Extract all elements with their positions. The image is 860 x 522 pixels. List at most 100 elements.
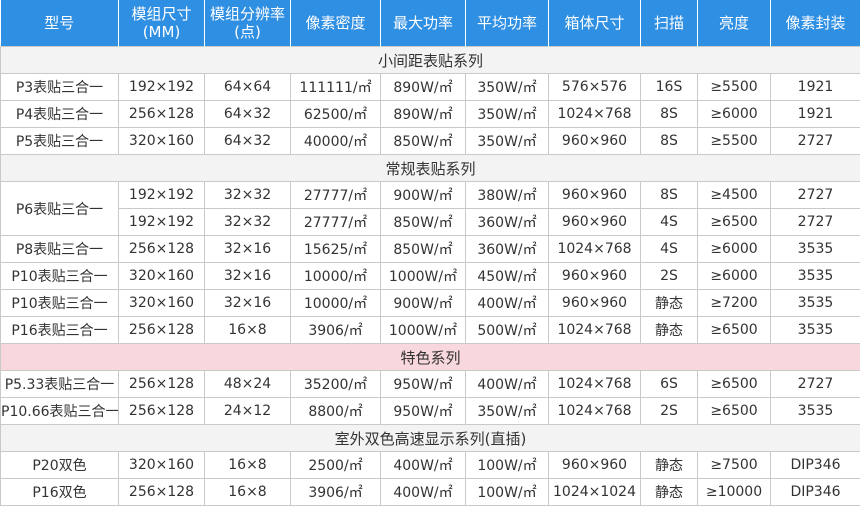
- data-cell: 3535: [770, 262, 860, 290]
- data-cell: 100W/㎡: [465, 478, 549, 506]
- data-cell: 8S: [640, 181, 698, 209]
- data-cell: 960×960: [548, 127, 641, 155]
- data-row: P20双色 320×160 16×8 2500/㎡ 400W/㎡ 100W/㎡ 960×96…: [0, 451, 860, 479]
- data-cell: 静态: [640, 451, 698, 479]
- data-cell: 1024×768: [548, 100, 641, 128]
- data-cell: 256×128: [118, 370, 205, 398]
- data-cell: 256×128: [118, 316, 205, 344]
- data-cell: 2500/㎡: [290, 451, 381, 479]
- data-cell: 3535: [770, 235, 860, 263]
- data-cell: 8S: [640, 100, 698, 128]
- data-cell: 27777/㎡: [290, 208, 381, 236]
- data-cell: 4S: [640, 208, 698, 236]
- data-cell: 1921: [770, 100, 860, 128]
- data-cell: ≥10000: [697, 478, 771, 506]
- spec-table: 型号 模组尺寸 (MM) 模组分辨率 (点) 像素密度 最大功率 平均功率 箱体尺寸 扫描 亮度…: [0, 0, 860, 506]
- data-cell: 256×128: [118, 235, 205, 263]
- data-cell: 890W/㎡: [380, 73, 466, 101]
- model-cell: P16双色: [0, 478, 119, 506]
- data-cell: DIP346: [770, 451, 860, 479]
- data-row: P16表贴三合一 256×128 16×8 3906/㎡ 1000W/㎡ 500W/㎡ 10…: [0, 316, 860, 344]
- data-cell: 10000/㎡: [290, 262, 381, 290]
- data-cell: 32×16: [204, 235, 291, 263]
- data-cell: 350W/㎡: [465, 100, 549, 128]
- data-cell: 450W/㎡: [465, 262, 549, 290]
- data-cell: 850W/㎡: [380, 235, 466, 263]
- model-cell: P10表贴三合一: [0, 262, 119, 290]
- data-cell: 3906/㎡: [290, 478, 381, 506]
- header-cell: 平均功率: [465, 0, 549, 47]
- data-cell: 2S: [640, 262, 698, 290]
- data-cell: 850W/㎡: [380, 208, 466, 236]
- data-cell: ≥6000: [697, 235, 771, 263]
- data-cell: 1024×768: [548, 316, 641, 344]
- data-cell: 2727: [770, 181, 860, 209]
- data-cell: 16×8: [204, 451, 291, 479]
- data-row: P10.66表贴三合一 256×128 24×12 8800/㎡ 950W/㎡ 350W/…: [0, 397, 860, 425]
- header-cell: 模组分辨率 (点): [204, 0, 291, 47]
- model-cell: P10.66表贴三合一: [0, 397, 119, 425]
- section-row: 常规表贴系列: [0, 154, 860, 182]
- data-row: P3表贴三合一 192×192 64×64 111111/㎡ 890W/㎡ 350W/㎡ 5…: [0, 73, 860, 101]
- data-cell: 380W/㎡: [465, 181, 549, 209]
- data-cell: 32×16: [204, 289, 291, 317]
- data-cell: 3906/㎡: [290, 316, 381, 344]
- data-cell: 1921: [770, 73, 860, 101]
- data-cell: ≥6000: [697, 100, 771, 128]
- table-header: 型号 模组尺寸 (MM) 模组分辨率 (点) 像素密度 最大功率 平均功率 箱体尺寸 扫描 亮度…: [0, 0, 860, 47]
- data-cell: 350W/㎡: [465, 127, 549, 155]
- data-row: P5.33表贴三合一 256×128 48×24 35200/㎡ 950W/㎡ 400W/…: [0, 370, 860, 398]
- model-cell: P10表贴三合一: [0, 289, 119, 317]
- data-cell: 192×192: [118, 208, 205, 236]
- model-cell: P8表贴三合一: [0, 235, 119, 263]
- data-cell: 15625/㎡: [290, 235, 381, 263]
- data-row: P8表贴三合一 256×128 32×16 15625/㎡ 850W/㎡ 360W/㎡ 10…: [0, 235, 860, 263]
- data-cell: ≥6000: [697, 262, 771, 290]
- data-cell: 32×32: [204, 208, 291, 236]
- data-cell: 360W/㎡: [465, 208, 549, 236]
- data-cell: 320×160: [118, 289, 205, 317]
- data-cell: 111111/㎡: [290, 73, 381, 101]
- data-cell: 960×960: [548, 451, 641, 479]
- table-body: 小间距表贴系列 P3表贴三合一 192×192 64×64 111111/㎡ 890W/㎡…: [0, 46, 860, 506]
- data-cell: 1024×768: [548, 397, 641, 425]
- header-row: 型号 模组尺寸 (MM) 模组分辨率 (点) 像素密度 最大功率 平均功率 箱体尺寸 扫描 亮度…: [0, 0, 860, 47]
- data-cell: 960×960: [548, 181, 641, 209]
- data-cell: 10000/㎡: [290, 289, 381, 317]
- data-cell: 35200/㎡: [290, 370, 381, 398]
- model-cell: P3表贴三合一: [0, 73, 119, 101]
- header-cell: 模组尺寸 (MM): [118, 0, 205, 47]
- data-cell: 900W/㎡: [380, 289, 466, 317]
- data-row: P10表贴三合一 320×160 32×16 10000/㎡ 900W/㎡ 400W/㎡ 9…: [0, 289, 860, 317]
- data-cell: 6S: [640, 370, 698, 398]
- header-cell: 像素密度: [290, 0, 381, 47]
- data-cell: 40000/㎡: [290, 127, 381, 155]
- data-row: 192×192 32×32 27777/㎡ 850W/㎡ 360W/㎡ 960×960 4S…: [1, 208, 860, 236]
- data-cell: 950W/㎡: [380, 397, 466, 425]
- data-cell: 192×192: [118, 73, 205, 101]
- data-cell: 24×12: [204, 397, 291, 425]
- data-cell: 320×160: [118, 451, 205, 479]
- data-cell: 950W/㎡: [380, 370, 466, 398]
- data-cell: 256×128: [118, 100, 205, 128]
- data-cell: 256×128: [118, 397, 205, 425]
- data-row: P16双色 256×128 16×8 3906/㎡ 400W/㎡ 100W/㎡ 1024×1…: [0, 478, 860, 506]
- data-cell: 360W/㎡: [465, 235, 549, 263]
- data-cell: ≥5500: [697, 127, 771, 155]
- section-title: 特色系列: [0, 343, 860, 371]
- data-cell: ≥7500: [697, 451, 771, 479]
- data-row: P6表贴三合一 192×192 32×32 27777/㎡ 900W/㎡ 380W/㎡ 96…: [0, 181, 860, 236]
- model-cell: P5表贴三合一: [0, 127, 119, 155]
- model-cell: P16表贴三合一: [0, 316, 119, 344]
- header-cell: 最大功率: [380, 0, 466, 47]
- data-cell: 890W/㎡: [380, 100, 466, 128]
- data-cell: ≥4500: [697, 181, 771, 209]
- data-cell: 静态: [640, 289, 698, 317]
- data-cell: 1000W/㎡: [380, 262, 466, 290]
- data-cell: 400W/㎡: [465, 370, 549, 398]
- data-cell: 1024×768: [548, 370, 641, 398]
- section-row: 特色系列: [0, 343, 860, 371]
- data-cell: 64×32: [204, 100, 291, 128]
- data-cell: 350W/㎡: [465, 397, 549, 425]
- data-cell: 静态: [640, 478, 698, 506]
